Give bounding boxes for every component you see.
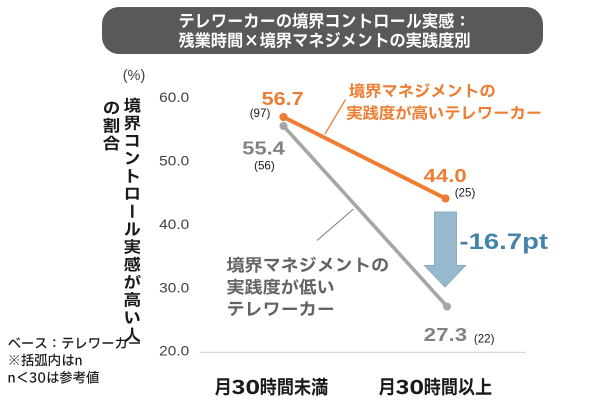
svg-text:50.0: 50.0 xyxy=(159,153,189,168)
svg-text:40.0: 40.0 xyxy=(159,217,189,232)
svg-text:(25): (25) xyxy=(455,187,476,200)
svg-text:(97): (97) xyxy=(250,107,271,120)
svg-text:44.0: 44.0 xyxy=(424,165,467,186)
svg-text:55.4: 55.4 xyxy=(242,138,285,159)
svg-text:(22): (22) xyxy=(474,333,495,346)
svg-text:(%): (%) xyxy=(123,68,146,84)
svg-text:60.0: 60.0 xyxy=(159,90,189,105)
svg-text:-16.7pt: -16.7pt xyxy=(460,229,549,254)
svg-text:(56): (56) xyxy=(254,160,275,173)
svg-text:56.7: 56.7 xyxy=(262,88,304,109)
svg-text:30.0: 30.0 xyxy=(159,280,189,295)
svg-text:27.3: 27.3 xyxy=(424,324,468,345)
svg-text:20.0: 20.0 xyxy=(159,344,189,359)
